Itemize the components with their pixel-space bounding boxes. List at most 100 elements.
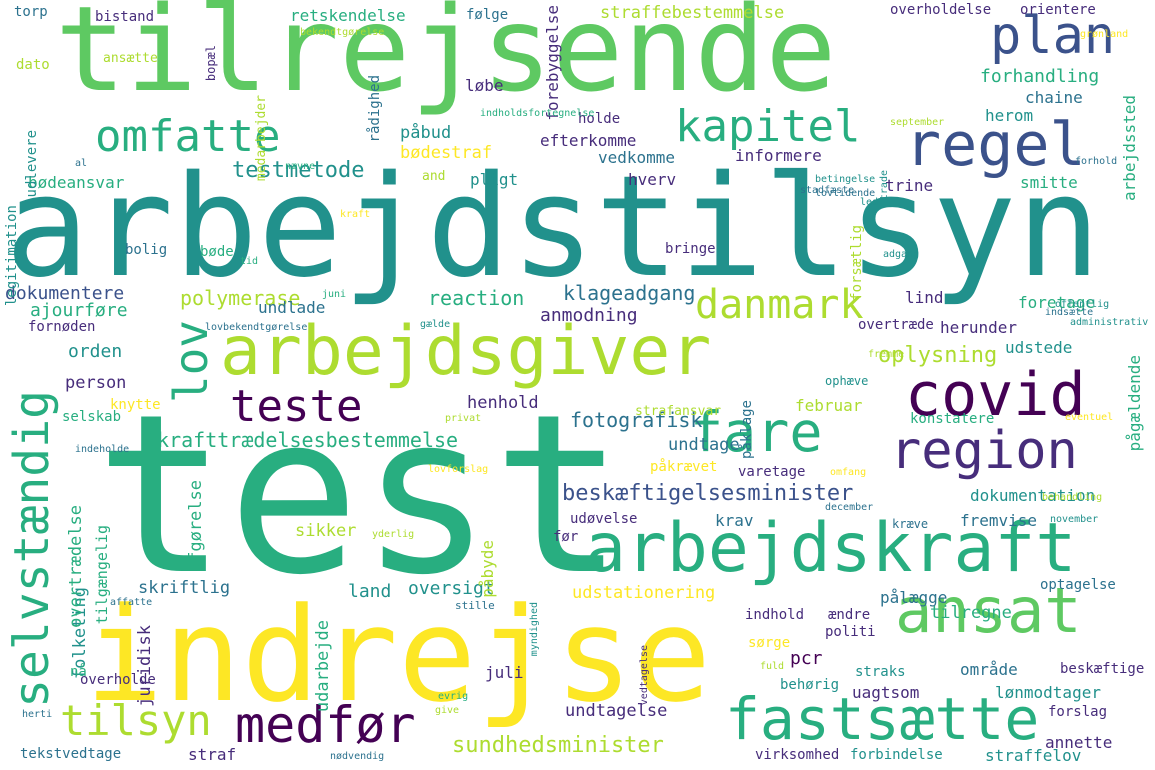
cloud-word: medfør bbox=[235, 696, 416, 754]
cloud-word: plan bbox=[990, 6, 1116, 66]
cloud-word: arbejdssted bbox=[1120, 95, 1139, 201]
cloud-word: undtage bbox=[668, 435, 740, 455]
cloud-word: orden bbox=[68, 341, 123, 362]
cloud-word: eventuel bbox=[1065, 412, 1114, 423]
cloud-word: uagtsom bbox=[852, 683, 920, 702]
cloud-word: ophæve bbox=[825, 374, 869, 388]
cloud-word: juli bbox=[485, 663, 524, 682]
cloud-word: forslag bbox=[1048, 704, 1108, 720]
cloud-word: tilrejsende bbox=[55, 0, 837, 118]
cloud-word: medarbejder bbox=[254, 95, 269, 182]
cloud-word: forsætlig bbox=[849, 225, 865, 301]
cloud-word: pcr bbox=[790, 648, 823, 669]
cloud-word: dokumentere bbox=[5, 283, 125, 304]
cloud-word: informere bbox=[735, 146, 822, 165]
cloud-word: bistand bbox=[95, 9, 155, 25]
cloud-word: stille bbox=[455, 599, 495, 612]
cloud-word: klageadgang bbox=[563, 281, 696, 305]
cloud-word: virksomhed bbox=[755, 747, 840, 763]
cloud-word: kapitel bbox=[675, 101, 861, 152]
cloud-word: arbejdskraft bbox=[585, 509, 1077, 588]
cloud-word: adgang bbox=[883, 249, 920, 260]
cloud-word: land bbox=[348, 581, 392, 602]
cloud-word: holde bbox=[578, 111, 621, 127]
cloud-word: juni bbox=[322, 289, 347, 300]
cloud-word: udstede bbox=[1005, 338, 1073, 357]
cloud-word: kræve bbox=[892, 517, 929, 531]
cloud-word: gælde bbox=[420, 319, 451, 330]
cloud-word: selvstændig bbox=[4, 390, 60, 708]
cloud-word: region bbox=[890, 421, 1078, 481]
cloud-word: knytte bbox=[110, 397, 161, 413]
cloud-word: før bbox=[553, 529, 579, 545]
cloud-word: grønland bbox=[1080, 29, 1129, 40]
cloud-word: administrativ bbox=[1070, 317, 1149, 328]
cloud-word: fare bbox=[690, 400, 823, 464]
cloud-word: straf bbox=[188, 745, 237, 764]
cloud-word: ansat bbox=[895, 574, 1082, 647]
cloud-word: bødeansvar bbox=[28, 173, 125, 192]
cloud-word: arbejdstilsyn bbox=[5, 146, 1101, 309]
cloud-word: juridisk bbox=[135, 625, 155, 707]
cloud-word: påklage bbox=[739, 400, 755, 460]
cloud-word: al bbox=[75, 158, 88, 169]
cloud-word: straffebestemmelse bbox=[600, 3, 785, 23]
cloud-word: oversigt bbox=[408, 578, 495, 599]
cloud-word: oplysning bbox=[878, 343, 998, 368]
cloud-word: indsætte bbox=[1045, 307, 1094, 318]
cloud-word: covid bbox=[905, 360, 1086, 430]
cloud-word: test bbox=[95, 367, 625, 623]
cloud-word: nævne bbox=[285, 161, 316, 172]
cloud-word: and bbox=[422, 169, 446, 184]
cloud-word: trade bbox=[879, 170, 890, 201]
cloud-word: september bbox=[890, 117, 945, 128]
cloud-word: tekstvedtage bbox=[20, 746, 122, 762]
cloud-word: ansætte bbox=[103, 51, 158, 66]
cloud-word: fornøden bbox=[28, 319, 96, 335]
cloud-word: lønmodtager bbox=[995, 683, 1101, 702]
cloud-word: smitte bbox=[1020, 173, 1078, 192]
cloud-word: vedtagelse bbox=[639, 645, 650, 706]
cloud-word: testmetode bbox=[232, 158, 365, 183]
cloud-word: forhandling bbox=[980, 66, 1100, 87]
cloud-word: ajourføre bbox=[30, 300, 128, 321]
cloud-word: henhold bbox=[467, 393, 539, 413]
cloud-word: fuld bbox=[760, 661, 785, 672]
cloud-word: fremvise bbox=[960, 511, 1038, 530]
cloud-word: person bbox=[65, 373, 127, 393]
cloud-word: herom bbox=[985, 106, 1034, 125]
cloud-word: politi bbox=[825, 624, 876, 640]
cloud-word: reaction bbox=[428, 286, 525, 310]
cloud-word: bøde bbox=[200, 244, 234, 260]
cloud-word: sørge bbox=[748, 635, 791, 651]
cloud-word: nå bbox=[70, 664, 87, 680]
cloud-word: annette bbox=[1045, 733, 1113, 752]
cloud-word: lovtidende bbox=[815, 188, 876, 199]
cloud-word: retskendelse bbox=[290, 6, 406, 25]
cloud-word: tilgængelig bbox=[93, 525, 111, 625]
cloud-word: optagelse bbox=[1040, 577, 1116, 593]
cloud-word: bolig bbox=[125, 242, 168, 258]
cloud-word: anmodning bbox=[540, 305, 638, 326]
cloud-word: udøvelse bbox=[570, 511, 638, 527]
cloud-word: fastsætte bbox=[725, 685, 1040, 753]
cloud-word: chaine bbox=[1025, 88, 1083, 107]
cloud-word: fremme bbox=[868, 349, 905, 360]
cloud-word: november bbox=[1050, 514, 1099, 525]
cloud-word: omfang bbox=[830, 467, 867, 478]
cloud-word: indrejse bbox=[85, 579, 712, 731]
cloud-word: forebyggelse bbox=[543, 5, 562, 121]
cloud-word: ikrafttrædelsesbestemmelse bbox=[145, 428, 459, 452]
cloud-word: påbud bbox=[400, 123, 452, 143]
cloud-word: polymerase bbox=[180, 286, 301, 310]
cloud-word: legitimation bbox=[4, 205, 20, 307]
cloud-word: udlevere bbox=[24, 130, 40, 198]
cloud-word: overholde bbox=[80, 672, 156, 688]
cloud-word: overtræde bbox=[858, 317, 934, 333]
cloud-word: regel bbox=[905, 110, 1086, 180]
cloud-word: give bbox=[435, 705, 460, 716]
cloud-word: dokumentation bbox=[970, 486, 1096, 505]
cloud-word: torp bbox=[14, 4, 48, 20]
cloud-word: krav bbox=[715, 511, 754, 530]
